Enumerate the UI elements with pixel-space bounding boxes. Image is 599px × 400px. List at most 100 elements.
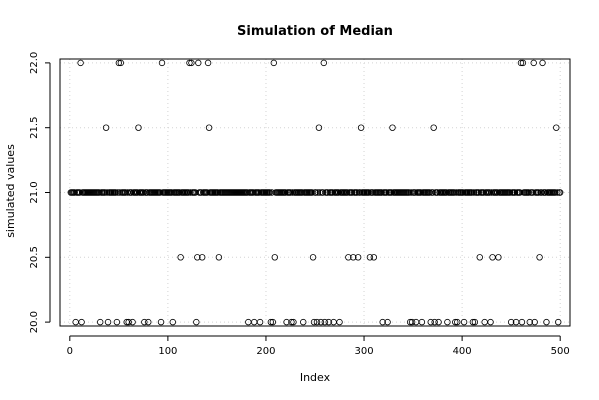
y-tick-label-3: 21.5 (29, 117, 40, 139)
x-tick-label-0: 0 (67, 346, 73, 357)
data-point (349, 189, 356, 196)
data-point (475, 189, 482, 196)
data-point (267, 318, 275, 326)
y-axis-label: simulated values (4, 144, 17, 238)
data-point (517, 59, 525, 67)
data-point (320, 59, 328, 67)
data-point (145, 318, 152, 326)
data-point (389, 124, 396, 131)
data-point (129, 318, 136, 326)
data-point (526, 318, 533, 326)
data-point (525, 189, 533, 196)
data-point (141, 318, 148, 326)
data-point (487, 318, 494, 326)
data-point (309, 254, 317, 261)
data-point (430, 124, 437, 131)
data-point (370, 254, 378, 261)
data-point (177, 254, 184, 261)
data-point (317, 318, 325, 326)
data-point (187, 189, 194, 196)
data-point (97, 318, 104, 326)
data-point (383, 189, 390, 196)
data-point (204, 59, 212, 67)
data-point (452, 318, 459, 326)
x-axis-label: Index (300, 371, 331, 384)
y-tick-label-4: 22.0 (29, 52, 40, 74)
data-point (431, 318, 438, 326)
data-point (556, 189, 564, 196)
data-point (357, 124, 365, 131)
data-point (78, 318, 85, 326)
plot-frame (59, 58, 571, 327)
data-point (256, 318, 264, 326)
data-point (215, 254, 223, 261)
data-point (117, 59, 125, 67)
data-point (314, 189, 322, 196)
data-point (530, 59, 537, 67)
data-point (158, 59, 166, 67)
data-point (518, 318, 526, 326)
data-point (511, 189, 519, 196)
data-point (519, 59, 527, 67)
data-point (469, 318, 477, 326)
data-point (270, 59, 278, 67)
data-point (125, 318, 132, 326)
data-point (336, 318, 343, 326)
data-point (310, 318, 318, 326)
data-point (186, 59, 193, 67)
data-point (282, 189, 289, 196)
data-point (552, 189, 559, 196)
data-point (507, 318, 515, 326)
data-point (321, 318, 329, 326)
data-point (104, 318, 112, 326)
data-point (313, 318, 321, 326)
data-point (319, 189, 327, 196)
data-point (555, 318, 562, 326)
data-point (543, 318, 550, 326)
data-point (354, 254, 362, 261)
data-point (194, 254, 201, 261)
data-point (271, 254, 278, 261)
data-point (325, 318, 332, 326)
data-point (199, 254, 206, 261)
axes: 0 100 200 300 400 500 20.0 20.5 21.0 21.5 22.0 (29, 52, 570, 357)
data-point (135, 124, 142, 131)
data-point (435, 318, 442, 326)
data-point (188, 59, 195, 67)
data-point (283, 318, 290, 326)
data-point (290, 318, 297, 326)
data-point (315, 124, 323, 131)
data-point (536, 254, 543, 261)
data-point (460, 318, 468, 326)
data-point (539, 59, 546, 67)
data-point (344, 189, 351, 196)
chart-title: Simulation of Median (237, 24, 393, 39)
data-point (476, 254, 483, 261)
data-point (378, 189, 385, 196)
y-tick-label-0: 20.0 (29, 311, 40, 333)
x-tick-label-5: 500 (551, 346, 570, 357)
data-point (113, 318, 121, 326)
data-point (195, 59, 202, 67)
y-tick-label-2: 21.0 (29, 181, 40, 203)
x-tick-label-4: 400 (453, 346, 472, 357)
data-point (506, 189, 514, 196)
data-point (429, 189, 436, 196)
data-point (554, 189, 561, 196)
data-point (470, 189, 478, 196)
data-point (495, 254, 502, 261)
data-point (345, 254, 352, 261)
x-tick-label-2: 200 (256, 346, 275, 357)
data-point (384, 318, 391, 326)
data-point (269, 318, 277, 326)
data-point (169, 318, 176, 326)
data-point (300, 318, 307, 326)
data-point (350, 254, 357, 261)
data-point (427, 318, 434, 326)
data-point (471, 318, 479, 326)
x-tick-label-3: 300 (354, 346, 373, 357)
data-point (205, 124, 213, 131)
data-point (288, 318, 295, 326)
